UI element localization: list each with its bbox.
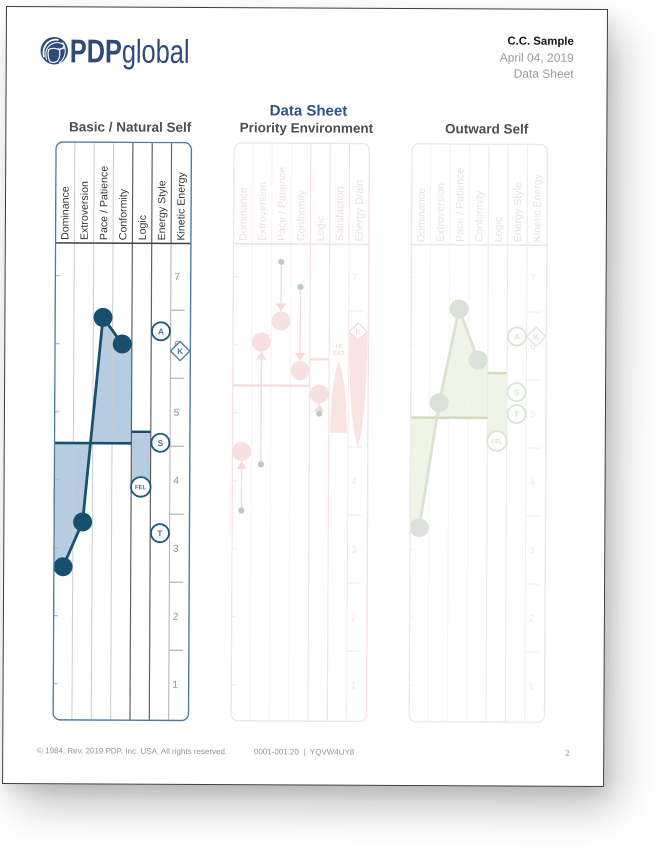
svg-text:T: T xyxy=(157,528,163,538)
svg-text:Kinetic Energy: Kinetic Energy xyxy=(175,171,187,240)
svg-text:Conformity: Conformity xyxy=(117,188,129,240)
svg-text:Extroversion: Extroversion xyxy=(78,180,90,239)
svg-text:Dominance: Dominance xyxy=(416,187,428,241)
svg-text:Pace / Patience: Pace / Patience xyxy=(454,167,466,241)
svg-text:K: K xyxy=(534,332,540,341)
svg-text:1: 1 xyxy=(172,679,178,690)
svg-text:SAT: SAT xyxy=(333,351,345,357)
svg-text:Energy Style: Energy Style xyxy=(512,181,524,241)
svg-text:1: 1 xyxy=(529,681,535,692)
svg-text:Energy Drain: Energy Drain xyxy=(353,179,365,241)
svg-text:2: 2 xyxy=(529,613,535,624)
svg-text:A: A xyxy=(158,326,164,336)
svg-text:3: 3 xyxy=(173,543,179,554)
svg-text:K: K xyxy=(177,346,183,355)
svg-text:Extroversion: Extroversion xyxy=(435,182,447,241)
svg-text:FEL: FEL xyxy=(135,484,147,491)
svg-text:3: 3 xyxy=(529,545,535,556)
svg-text:3: 3 xyxy=(351,544,357,555)
svg-text:Extroversion: Extroversion xyxy=(257,181,269,240)
svg-text:1: 1 xyxy=(350,680,356,691)
svg-text:4: 4 xyxy=(530,477,536,488)
svg-text:7: 7 xyxy=(531,273,537,284)
svg-text:FEL: FEL xyxy=(491,438,503,445)
svg-text:7: 7 xyxy=(352,272,358,283)
svg-text:Energy Style: Energy Style xyxy=(156,180,168,240)
svg-text:T: T xyxy=(514,409,520,419)
svg-text:S: S xyxy=(157,437,163,447)
svg-text:4: 4 xyxy=(173,475,179,486)
svg-text:A: A xyxy=(514,331,520,341)
svg-text:5: 5 xyxy=(530,409,536,420)
svg-text:Logic: Logic xyxy=(493,216,505,242)
svg-text:Conformity: Conformity xyxy=(295,189,307,241)
svg-text:Pace / Patience: Pace / Patience xyxy=(276,166,288,240)
svg-text:Logic: Logic xyxy=(315,215,327,241)
svg-text:2: 2 xyxy=(172,611,178,622)
svg-text:K: K xyxy=(356,327,362,336)
svg-text:7: 7 xyxy=(174,271,180,282)
svg-text:Kinetic Energy: Kinetic Energy xyxy=(532,173,544,242)
svg-text:5: 5 xyxy=(173,407,179,418)
svg-text:Logic: Logic xyxy=(136,214,148,240)
svg-text:S: S xyxy=(514,387,520,397)
svg-text:6: 6 xyxy=(530,341,536,352)
svg-text:4: 4 xyxy=(351,476,357,487)
svg-text:Dominance: Dominance xyxy=(59,186,71,240)
svg-text:Pace / Patience: Pace / Patience xyxy=(98,165,110,239)
svg-text:Conformity: Conformity xyxy=(474,190,486,242)
svg-text:Dominance: Dominance xyxy=(237,187,249,241)
svg-text:Satisfaction: Satisfaction xyxy=(334,186,346,241)
svg-text:2: 2 xyxy=(351,612,357,623)
svg-text:HI: HI xyxy=(336,344,342,350)
